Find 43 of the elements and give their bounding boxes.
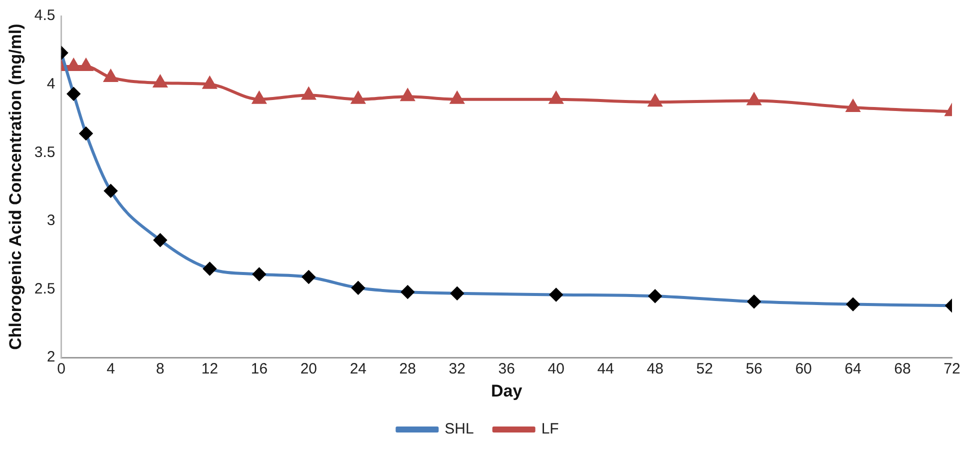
point [549, 92, 563, 104]
y-tick-label: 3.5 [34, 144, 56, 161]
point [648, 94, 662, 107]
x-tick-label: 52 [696, 360, 713, 378]
x-tick-label: 32 [448, 360, 466, 378]
x-tick-label: 12 [201, 360, 218, 378]
y-axis-title: Chlorogenic Acid Concentration (mg/ml) [6, 24, 25, 350]
point [79, 59, 93, 72]
y-tick-label: 2 [46, 348, 56, 366]
x-tick-label: 20 [300, 360, 318, 378]
legend-label: LF [541, 420, 559, 438]
x-tick-label: 8 [156, 360, 164, 378]
point [66, 59, 80, 72]
y-tick-label: 4 [46, 75, 56, 92]
x-tick-label: 44 [597, 360, 614, 378]
y-tick-label: 2.5 [34, 280, 56, 298]
point [450, 92, 464, 104]
x-tick-label: 48 [646, 360, 664, 378]
point [302, 88, 316, 100]
x-tick-label: 16 [250, 360, 268, 378]
point [846, 100, 860, 112]
point [747, 93, 761, 106]
point [400, 89, 414, 102]
x-tick-label: 24 [350, 360, 367, 378]
x-tick-label: 28 [399, 360, 416, 378]
x-tick-label: 0 [57, 360, 66, 378]
y-tick-label: 3 [46, 212, 56, 230]
x-tick-label: 72 [944, 360, 960, 378]
x-axis-title: Day [491, 381, 523, 400]
x-tick-label: 64 [844, 360, 862, 378]
x-tick-label: 60 [795, 360, 812, 378]
point [104, 70, 118, 82]
point [351, 92, 365, 104]
x-tick-label: 68 [894, 360, 911, 378]
x-tick-label: 40 [548, 360, 564, 378]
x-tick-label: 4 [106, 360, 115, 378]
point [252, 92, 266, 104]
legend-label: SHL [444, 420, 474, 438]
x-tick-label: 36 [498, 360, 515, 378]
point [154, 75, 167, 88]
y-tick-label: 4.5 [34, 7, 56, 24]
x-tick-label: 56 [746, 360, 762, 378]
point [203, 76, 216, 89]
